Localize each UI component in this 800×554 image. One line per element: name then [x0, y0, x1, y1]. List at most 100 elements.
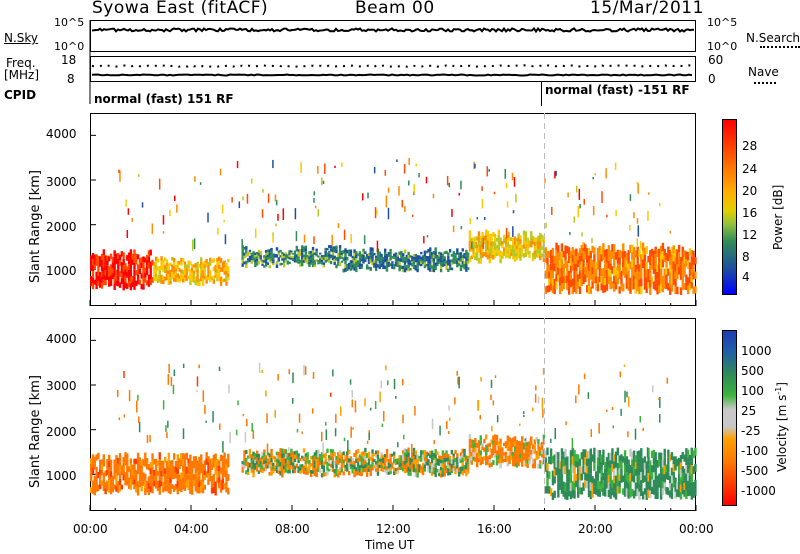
echo-cell	[674, 278, 677, 287]
echo-cell	[580, 253, 583, 262]
echo-cell	[650, 450, 654, 458]
echo-cell	[362, 454, 365, 459]
echo-cell	[411, 255, 414, 258]
echo-cell	[589, 490, 592, 500]
echo-cell	[317, 449, 320, 454]
echo-cell	[466, 467, 470, 471]
echo-cell	[436, 254, 439, 257]
echo-cell	[638, 475, 641, 484]
echo-cell	[670, 269, 674, 277]
echo-cell	[317, 262, 320, 265]
echo-cell	[528, 445, 531, 450]
echo-cell	[692, 286, 695, 294]
echo-cell	[443, 251, 446, 254]
echo-cell	[277, 459, 280, 463]
echo-cell	[569, 265, 573, 273]
echo-cell	[284, 257, 288, 260]
echo-cell	[402, 256, 405, 260]
nave-legend-line	[754, 82, 776, 84]
echo-cell	[481, 237, 484, 243]
echo-cell	[539, 241, 542, 247]
echo-speck	[512, 226, 514, 237]
echo-cell	[533, 254, 537, 260]
echo-cell	[640, 262, 643, 271]
echo-speck	[381, 423, 384, 428]
echo-cell	[524, 461, 528, 467]
echo-cell	[486, 245, 490, 250]
echo-cell	[459, 252, 463, 256]
echo-cell	[344, 263, 347, 268]
echo-cell	[517, 440, 520, 446]
echo-cell	[122, 252, 125, 259]
echo-cell	[575, 480, 578, 488]
echo-cell	[329, 245, 333, 249]
echo-speck	[529, 438, 532, 448]
echo-cell	[481, 242, 484, 248]
echo-cell	[456, 453, 459, 458]
echo-speck	[192, 239, 194, 251]
nsky-label: N.Sky	[4, 31, 39, 45]
echo-cell	[508, 450, 511, 456]
echo-cell	[223, 452, 226, 459]
echo-cell	[517, 453, 520, 458]
echo-cell	[427, 465, 430, 469]
echo-cell	[398, 258, 401, 262]
echo-speck	[481, 186, 483, 192]
echo-cell	[569, 474, 573, 483]
echo-cell	[488, 446, 491, 451]
echo-cell	[423, 256, 427, 260]
echo-cell	[194, 467, 198, 474]
echo-cell	[540, 453, 544, 458]
echo-speck	[138, 174, 140, 177]
echo-cell	[270, 255, 273, 259]
echo-cell	[109, 264, 113, 270]
power-colorbar	[722, 119, 737, 295]
echo-cell	[584, 480, 587, 488]
echo-region	[153, 256, 230, 287]
echo-cell	[593, 276, 596, 284]
echo-cell	[468, 439, 472, 444]
echo-cell	[219, 467, 223, 474]
echo-cell	[104, 280, 107, 286]
echo-cell	[470, 443, 473, 448]
echo-cell	[365, 253, 369, 257]
echo-cell	[668, 279, 672, 288]
echo-cell	[243, 261, 246, 265]
echo-cell	[210, 475, 214, 482]
echo-cell	[158, 480, 161, 488]
echo-cell	[490, 254, 493, 259]
echo-cell	[324, 250, 327, 254]
echo-speck	[486, 166, 489, 177]
echo-cell	[277, 259, 280, 262]
echo-speck	[446, 175, 449, 186]
echo-cell	[299, 464, 302, 468]
echo-cell	[292, 455, 295, 459]
echo-cell	[539, 255, 542, 261]
echo-cell	[557, 252, 560, 260]
echo-cell	[340, 464, 344, 469]
echo-cell	[447, 464, 450, 469]
echo-cell	[430, 463, 434, 468]
echo-cell	[382, 460, 385, 464]
echo-cell	[324, 452, 327, 457]
echo-cell	[439, 252, 443, 256]
echo-cell	[533, 246, 537, 251]
echo-cell	[495, 245, 499, 249]
x-tick-1600: 16:00	[477, 522, 512, 536]
echo-cell	[694, 479, 697, 488]
power-cb-tick-12: 12	[742, 228, 758, 242]
echo-cell	[328, 250, 331, 254]
echo-cell	[571, 448, 574, 457]
echo-cell	[510, 248, 513, 253]
echo-cell	[631, 252, 634, 260]
echo-cell	[535, 455, 538, 461]
echo-cell	[100, 459, 104, 465]
echo-cell	[414, 450, 418, 455]
echo-cell	[252, 254, 255, 257]
echo-cell	[272, 462, 275, 467]
echo-cell	[416, 265, 419, 269]
echo-cell	[512, 451, 515, 457]
echo-cell	[369, 247, 372, 252]
echo-cell	[625, 472, 629, 481]
echo-cell	[508, 437, 511, 442]
